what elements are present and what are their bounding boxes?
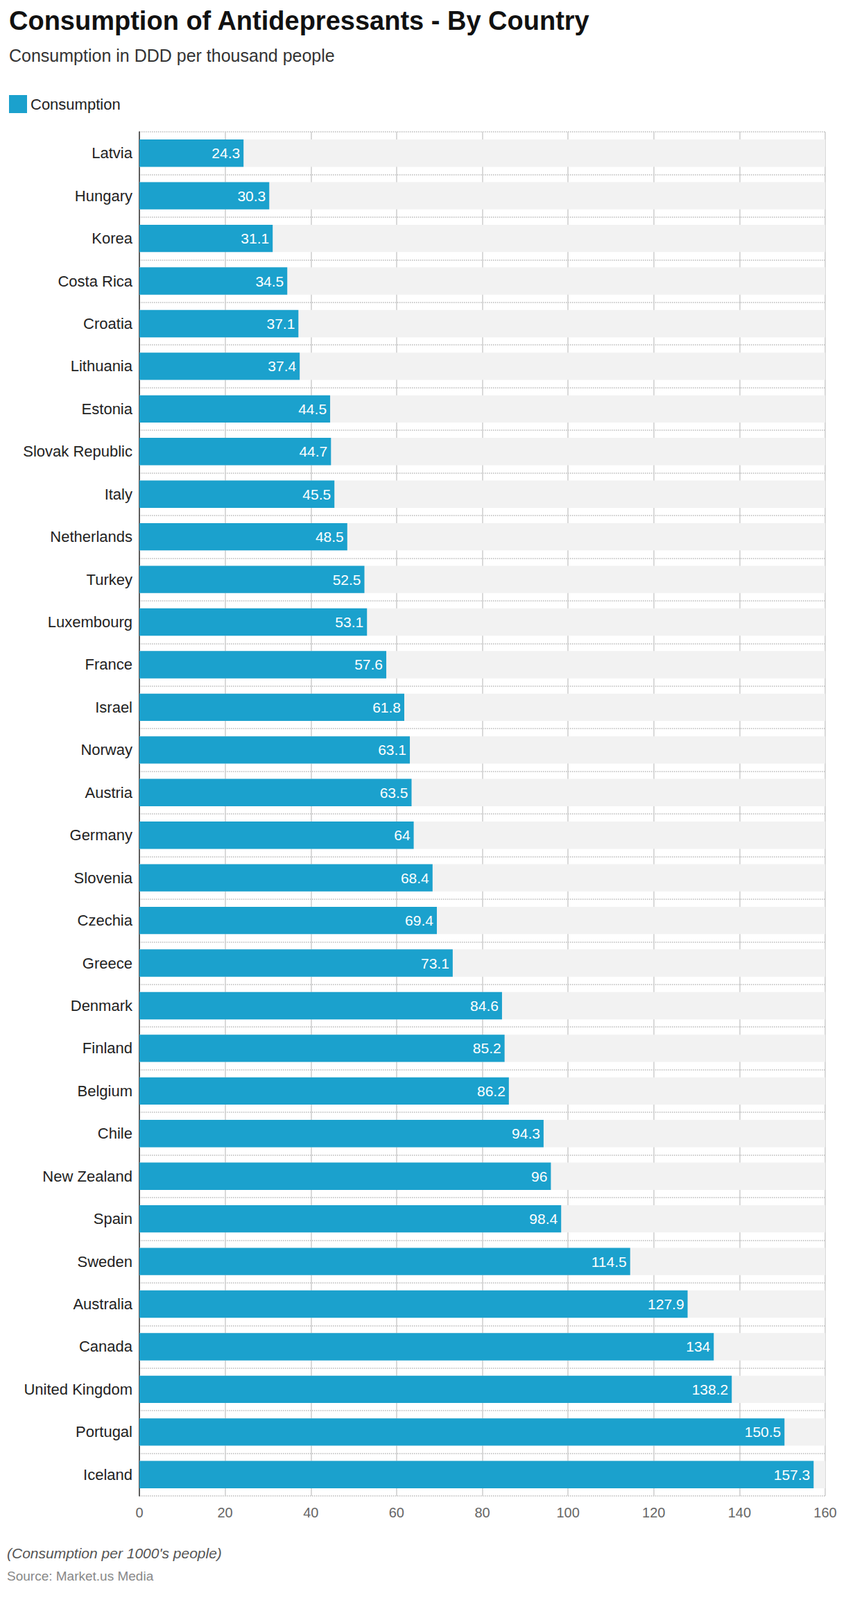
svg-text:45.5: 45.5 xyxy=(302,486,331,503)
svg-text:Czechia: Czechia xyxy=(77,911,134,929)
svg-text:44.5: 44.5 xyxy=(298,400,327,417)
svg-text:France: France xyxy=(85,655,133,673)
svg-text:Croatia: Croatia xyxy=(83,314,134,333)
svg-text:Slovenia: Slovenia xyxy=(74,868,134,887)
svg-text:Estonia: Estonia xyxy=(81,400,134,418)
svg-text:Canada: Canada xyxy=(79,1336,134,1355)
svg-text:Latvia: Latvia xyxy=(91,144,133,162)
svg-text:New Zealand: New Zealand xyxy=(42,1167,133,1185)
svg-text:United Kingdom: United Kingdom xyxy=(23,1379,133,1398)
svg-text:94.3: 94.3 xyxy=(511,1124,541,1141)
svg-text:150.5: 150.5 xyxy=(744,1422,782,1439)
svg-text:34.5: 34.5 xyxy=(255,273,284,290)
svg-text:Luxembourg: Luxembourg xyxy=(47,613,133,631)
svg-text:84.6: 84.6 xyxy=(470,997,499,1014)
svg-text:Belgium: Belgium xyxy=(77,1081,133,1100)
svg-text:Slovak Republic: Slovak Republic xyxy=(22,442,133,460)
svg-text:31.1: 31.1 xyxy=(240,230,270,247)
svg-text:80: 80 xyxy=(474,1504,490,1520)
svg-text:Spain: Spain xyxy=(93,1209,133,1227)
svg-text:160: 160 xyxy=(813,1504,837,1520)
svg-text:120: 120 xyxy=(642,1504,666,1520)
svg-text:61.8: 61.8 xyxy=(372,698,401,715)
svg-text:Costa Rica: Costa Rica xyxy=(57,272,133,290)
svg-text:40: 40 xyxy=(303,1504,319,1520)
svg-text:Source: Market.us Media: Source: Market.us Media xyxy=(6,1567,154,1583)
svg-text:Iceland: Iceland xyxy=(83,1465,133,1483)
svg-text:Lithuania: Lithuania xyxy=(70,357,134,375)
svg-text:86.2: 86.2 xyxy=(477,1082,506,1099)
svg-text:Greece: Greece xyxy=(82,954,133,972)
svg-text:Italy: Italy xyxy=(104,485,133,503)
svg-text:63.5: 63.5 xyxy=(380,784,409,801)
svg-text:Sweden: Sweden xyxy=(76,1252,133,1270)
svg-text:138.2: 138.2 xyxy=(692,1380,729,1397)
svg-text:Denmark: Denmark xyxy=(70,996,134,1014)
svg-text:24.3: 24.3 xyxy=(211,144,240,161)
svg-text:0: 0 xyxy=(135,1504,143,1520)
svg-text:68.4: 68.4 xyxy=(400,869,430,886)
svg-text:37.1: 37.1 xyxy=(266,315,295,332)
svg-text:127.9: 127.9 xyxy=(647,1295,685,1312)
svg-text:Consumption in DDD per thousan: Consumption in DDD per thousand people xyxy=(9,45,335,66)
svg-text:53.1: 53.1 xyxy=(334,613,364,630)
svg-text:98.4: 98.4 xyxy=(529,1210,558,1227)
svg-text:Australia: Australia xyxy=(72,1294,133,1312)
svg-text:114.5: 114.5 xyxy=(591,1253,627,1269)
svg-text:73.1: 73.1 xyxy=(420,954,450,971)
svg-text:64: 64 xyxy=(393,826,411,843)
svg-text:Israel: Israel xyxy=(95,698,133,716)
svg-text:48.5: 48.5 xyxy=(315,528,344,545)
svg-text:Turkey: Turkey xyxy=(86,570,133,589)
svg-text:140: 140 xyxy=(728,1504,751,1520)
svg-text:44.7: 44.7 xyxy=(298,443,328,460)
svg-text:Portugal: Portugal xyxy=(75,1422,133,1440)
svg-text:57.6: 57.6 xyxy=(354,655,383,672)
svg-text:69.4: 69.4 xyxy=(404,911,434,928)
svg-text:157.3: 157.3 xyxy=(773,1465,811,1482)
svg-text:Consumption of Antidepressants: Consumption of Antidepressants - By Coun… xyxy=(9,6,590,36)
svg-text:20: 20 xyxy=(217,1504,233,1520)
svg-text:30.3: 30.3 xyxy=(237,187,266,204)
svg-text:Norway: Norway xyxy=(80,740,133,758)
svg-text:52.5: 52.5 xyxy=(332,571,362,588)
svg-text:100: 100 xyxy=(556,1504,580,1520)
svg-text:85.2: 85.2 xyxy=(472,1039,502,1056)
svg-text:96: 96 xyxy=(531,1167,548,1184)
svg-text:Netherlands: Netherlands xyxy=(49,527,133,546)
svg-text:Consumption: Consumption xyxy=(30,95,121,114)
svg-text:Hungary: Hungary xyxy=(74,187,133,205)
svg-text:Germany: Germany xyxy=(70,825,133,844)
svg-text:134: 134 xyxy=(685,1337,711,1354)
svg-text:60: 60 xyxy=(389,1504,405,1520)
svg-text:Korea: Korea xyxy=(91,229,133,247)
svg-text:(Consumption per 1000's people: (Consumption per 1000's people) xyxy=(6,1544,222,1561)
svg-text:Austria: Austria xyxy=(85,783,134,801)
svg-text:Finland: Finland xyxy=(82,1038,133,1057)
svg-text:Chile: Chile xyxy=(97,1124,133,1142)
svg-text:37.4: 37.4 xyxy=(267,357,297,374)
svg-text:63.1: 63.1 xyxy=(377,741,407,758)
